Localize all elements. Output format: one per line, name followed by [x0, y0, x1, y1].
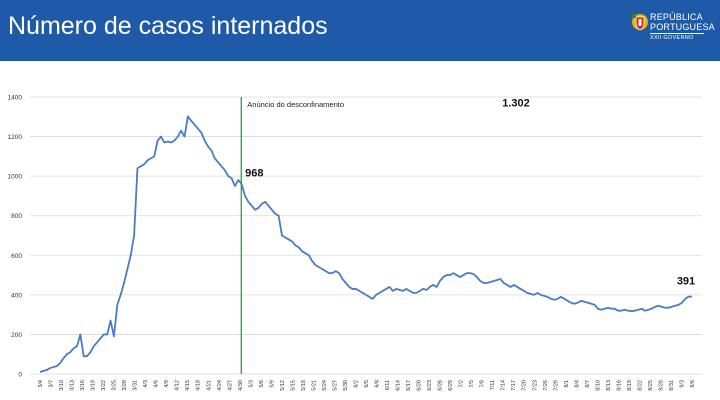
- header-bar: Número de casos internados REPÚBLICA POR…: [0, 0, 720, 61]
- x-tick-label: 3/10: [59, 380, 65, 391]
- y-tick-label: 1200: [8, 134, 23, 141]
- x-tick-label: 8/7: [585, 380, 591, 388]
- x-tick-label: 6/17: [406, 380, 412, 391]
- x-tick-label: 4/21: [206, 380, 212, 391]
- x-tick-label: 5/27: [332, 380, 338, 391]
- x-tick-label: 4/30: [238, 380, 244, 391]
- x-tick-label: 3/19: [91, 380, 97, 391]
- x-tick-label: 8/19: [627, 380, 633, 391]
- x-tick-label: 7/11: [490, 380, 496, 390]
- logo-text-governo: XXII GOVERNO: [650, 35, 694, 41]
- data-label: 1.302: [502, 97, 530, 109]
- x-tick-label: 3/4: [38, 380, 44, 388]
- x-tick-label: 3/7: [49, 380, 55, 388]
- x-tick-label: 6/8: [375, 380, 381, 388]
- x-tick-label: 6/26: [438, 380, 444, 391]
- x-tick-label: 4/12: [175, 380, 181, 391]
- y-tick-label: 1400: [8, 95, 23, 102]
- x-tick-label: 5/9: [269, 380, 275, 388]
- series-line: [39, 115, 692, 373]
- x-tick-label: 5/18: [301, 380, 307, 391]
- x-tick-label: 4/27: [227, 380, 233, 391]
- page-title: Número de casos internados: [8, 12, 328, 40]
- x-tick-label: 8/1: [564, 380, 570, 388]
- x-tick-label: 3/25: [112, 380, 118, 391]
- x-tick-label: 7/8: [480, 380, 486, 388]
- x-tick-label: 6/29: [448, 380, 454, 391]
- logo-text-portuguesa: PORTUGUESA: [650, 22, 715, 32]
- x-tick-label: 9/3: [679, 380, 685, 388]
- x-tick-label: 7/14: [501, 380, 507, 391]
- x-tick-label: 8/4: [574, 380, 580, 388]
- x-tick-label: 4/6: [154, 380, 160, 388]
- x-tick-label: 7/2: [459, 380, 465, 388]
- x-tick-label: 3/13: [70, 380, 76, 391]
- hospitalized-cases-chart: 0 200 400 600 800 1000 1200 1400 3/4 3/7 3/10 3/13…: [8, 95, 702, 391]
- y-tick-label: 400: [11, 292, 22, 299]
- y-tick-label: 1000: [8, 174, 23, 181]
- government-logo: REPÚBLICA PORTUGUESA XXII GOVERNO: [630, 11, 716, 45]
- x-tick-label: 4/3: [143, 380, 149, 388]
- x-tick-label: 7/5: [469, 380, 475, 388]
- y-tick-label: 0: [18, 372, 22, 379]
- x-tick-label: 8/25: [648, 380, 654, 391]
- y-tick-label: 600: [11, 253, 22, 260]
- x-tick-label: 7/29: [553, 380, 559, 391]
- y-tick-label: 800: [11, 213, 22, 220]
- x-tick-label: 8/28: [658, 380, 664, 391]
- series-group: [39, 115, 692, 373]
- x-tick-label: 8/22: [637, 380, 643, 391]
- x-tick-label: 3/22: [101, 380, 107, 391]
- x-tick-label: 7/23: [532, 380, 538, 391]
- x-tick-label: 5/12: [280, 380, 286, 391]
- annotation-vline-label: Anúncio do desconfinamento: [247, 100, 344, 109]
- x-tick-label: 3/31: [133, 380, 139, 391]
- x-tick-label: 3/16: [80, 380, 86, 391]
- portuguese-coat-of-arms-icon: [632, 14, 648, 31]
- x-tick-label: 8/16: [616, 380, 622, 391]
- data-label: 968: [245, 167, 263, 179]
- x-tick-label: 7/26: [543, 380, 549, 391]
- x-tick-label: 7/17: [511, 380, 517, 391]
- x-tick-label: 8/31: [669, 380, 675, 391]
- x-tick-label: 9/6: [690, 380, 696, 388]
- x-tick-label: 7/20: [522, 380, 528, 391]
- x-tick-label: 5/24: [322, 380, 328, 391]
- annotation-vline-group: Anúncio do desconfinamento: [240, 97, 344, 374]
- x-tick-label: 5/30: [343, 380, 349, 391]
- data-labels: 1.302 968 391: [245, 97, 695, 287]
- x-tick-label: 8/10: [595, 380, 601, 391]
- x-tick-label: 5/6: [259, 380, 265, 388]
- x-axis-ticks: 3/4 3/7 3/10 3/13 3/16 3/19 3/22 3/25 3/28 3/31 4/…: [38, 380, 696, 391]
- logo-divider: [650, 33, 704, 34]
- x-tick-label: 4/18: [196, 380, 202, 391]
- x-tick-label: 6/14: [396, 380, 402, 391]
- x-tick-label: 5/15: [290, 380, 296, 391]
- x-tick-label: 4/9: [164, 380, 170, 388]
- x-tick-label: 6/2: [353, 380, 359, 388]
- y-axis-ticks: 0 200 400 600 800 1000 1200 1400: [8, 95, 23, 379]
- logo-text-republica: REPÚBLICA: [650, 12, 703, 22]
- x-tick-label: 3/28: [122, 380, 128, 391]
- x-tick-label: 6/11: [385, 380, 391, 390]
- x-tick-label: 5/3: [248, 380, 254, 388]
- y-tick-label: 200: [11, 332, 22, 339]
- x-tick-label: 4/24: [217, 380, 223, 391]
- x-tick-label: 6/5: [364, 380, 370, 388]
- x-tick-label: 6/23: [427, 380, 433, 391]
- x-tick-label: 4/15: [185, 380, 191, 391]
- x-tick-label: 6/20: [417, 380, 423, 391]
- data-label: 391: [677, 276, 695, 288]
- x-tick-label: 8/13: [606, 380, 612, 391]
- x-tick-label: 5/21: [311, 380, 317, 391]
- grid-lines: [30, 96, 702, 375]
